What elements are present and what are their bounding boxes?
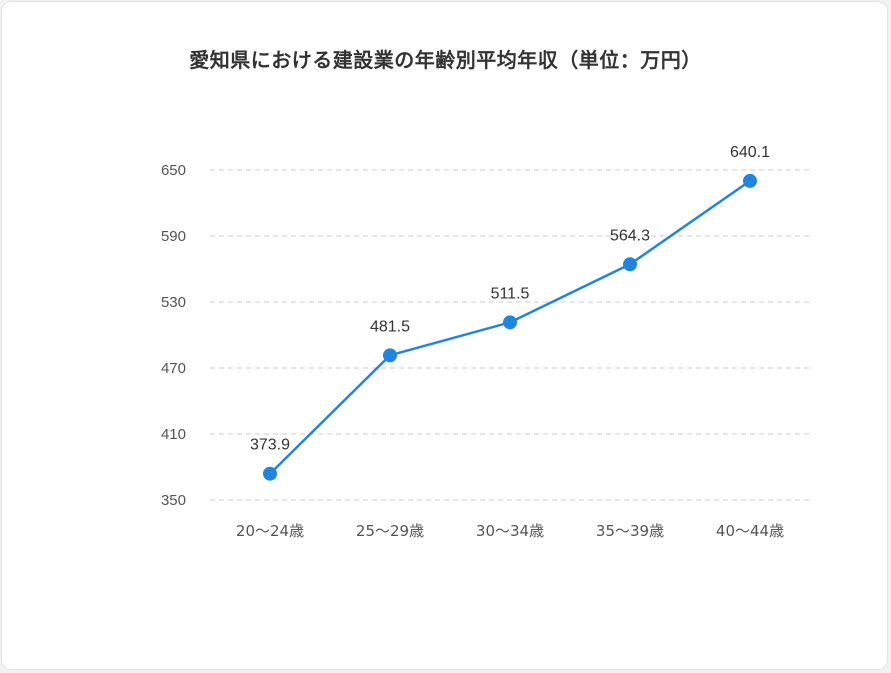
y-tick-label: 410 xyxy=(161,426,186,443)
series-group xyxy=(263,173,757,481)
x-tick-label: 40〜44歳 xyxy=(716,522,784,540)
x-tick-label: 20〜24歳 xyxy=(236,522,304,540)
chart-title: 愛知県における建設業の年齢別平均年収（単位：万円） xyxy=(189,48,702,72)
data-label: 373.9 xyxy=(250,437,290,454)
data-labels: 373.9 481.5 511.5 564.3 640.1 xyxy=(250,144,770,454)
y-tick-label: 350 xyxy=(161,492,186,509)
data-point xyxy=(503,315,517,330)
data-point xyxy=(623,257,637,272)
data-point xyxy=(383,348,397,363)
data-label: 564.3 xyxy=(610,227,650,244)
data-point xyxy=(743,173,757,188)
grid-lines xyxy=(210,169,810,501)
y-tick-label: 470 xyxy=(161,360,186,377)
y-tick-label: 590 xyxy=(161,228,186,245)
x-axis: 20〜24歳 25〜29歳 30〜34歳 35〜39歳 40〜44歳 xyxy=(236,522,784,540)
data-point xyxy=(263,466,277,481)
y-tick-label: 530 xyxy=(161,294,186,311)
data-label: 481.5 xyxy=(370,318,410,335)
x-tick-label: 30〜34歳 xyxy=(476,522,544,540)
y-tick-label: 650 xyxy=(161,162,186,179)
x-tick-label: 25〜29歳 xyxy=(356,522,424,540)
x-tick-label: 35〜39歳 xyxy=(596,522,664,540)
data-label: 640.1 xyxy=(730,144,770,161)
y-axis: 650 590 530 470 410 350 xyxy=(161,162,186,509)
data-label: 511.5 xyxy=(491,285,530,302)
